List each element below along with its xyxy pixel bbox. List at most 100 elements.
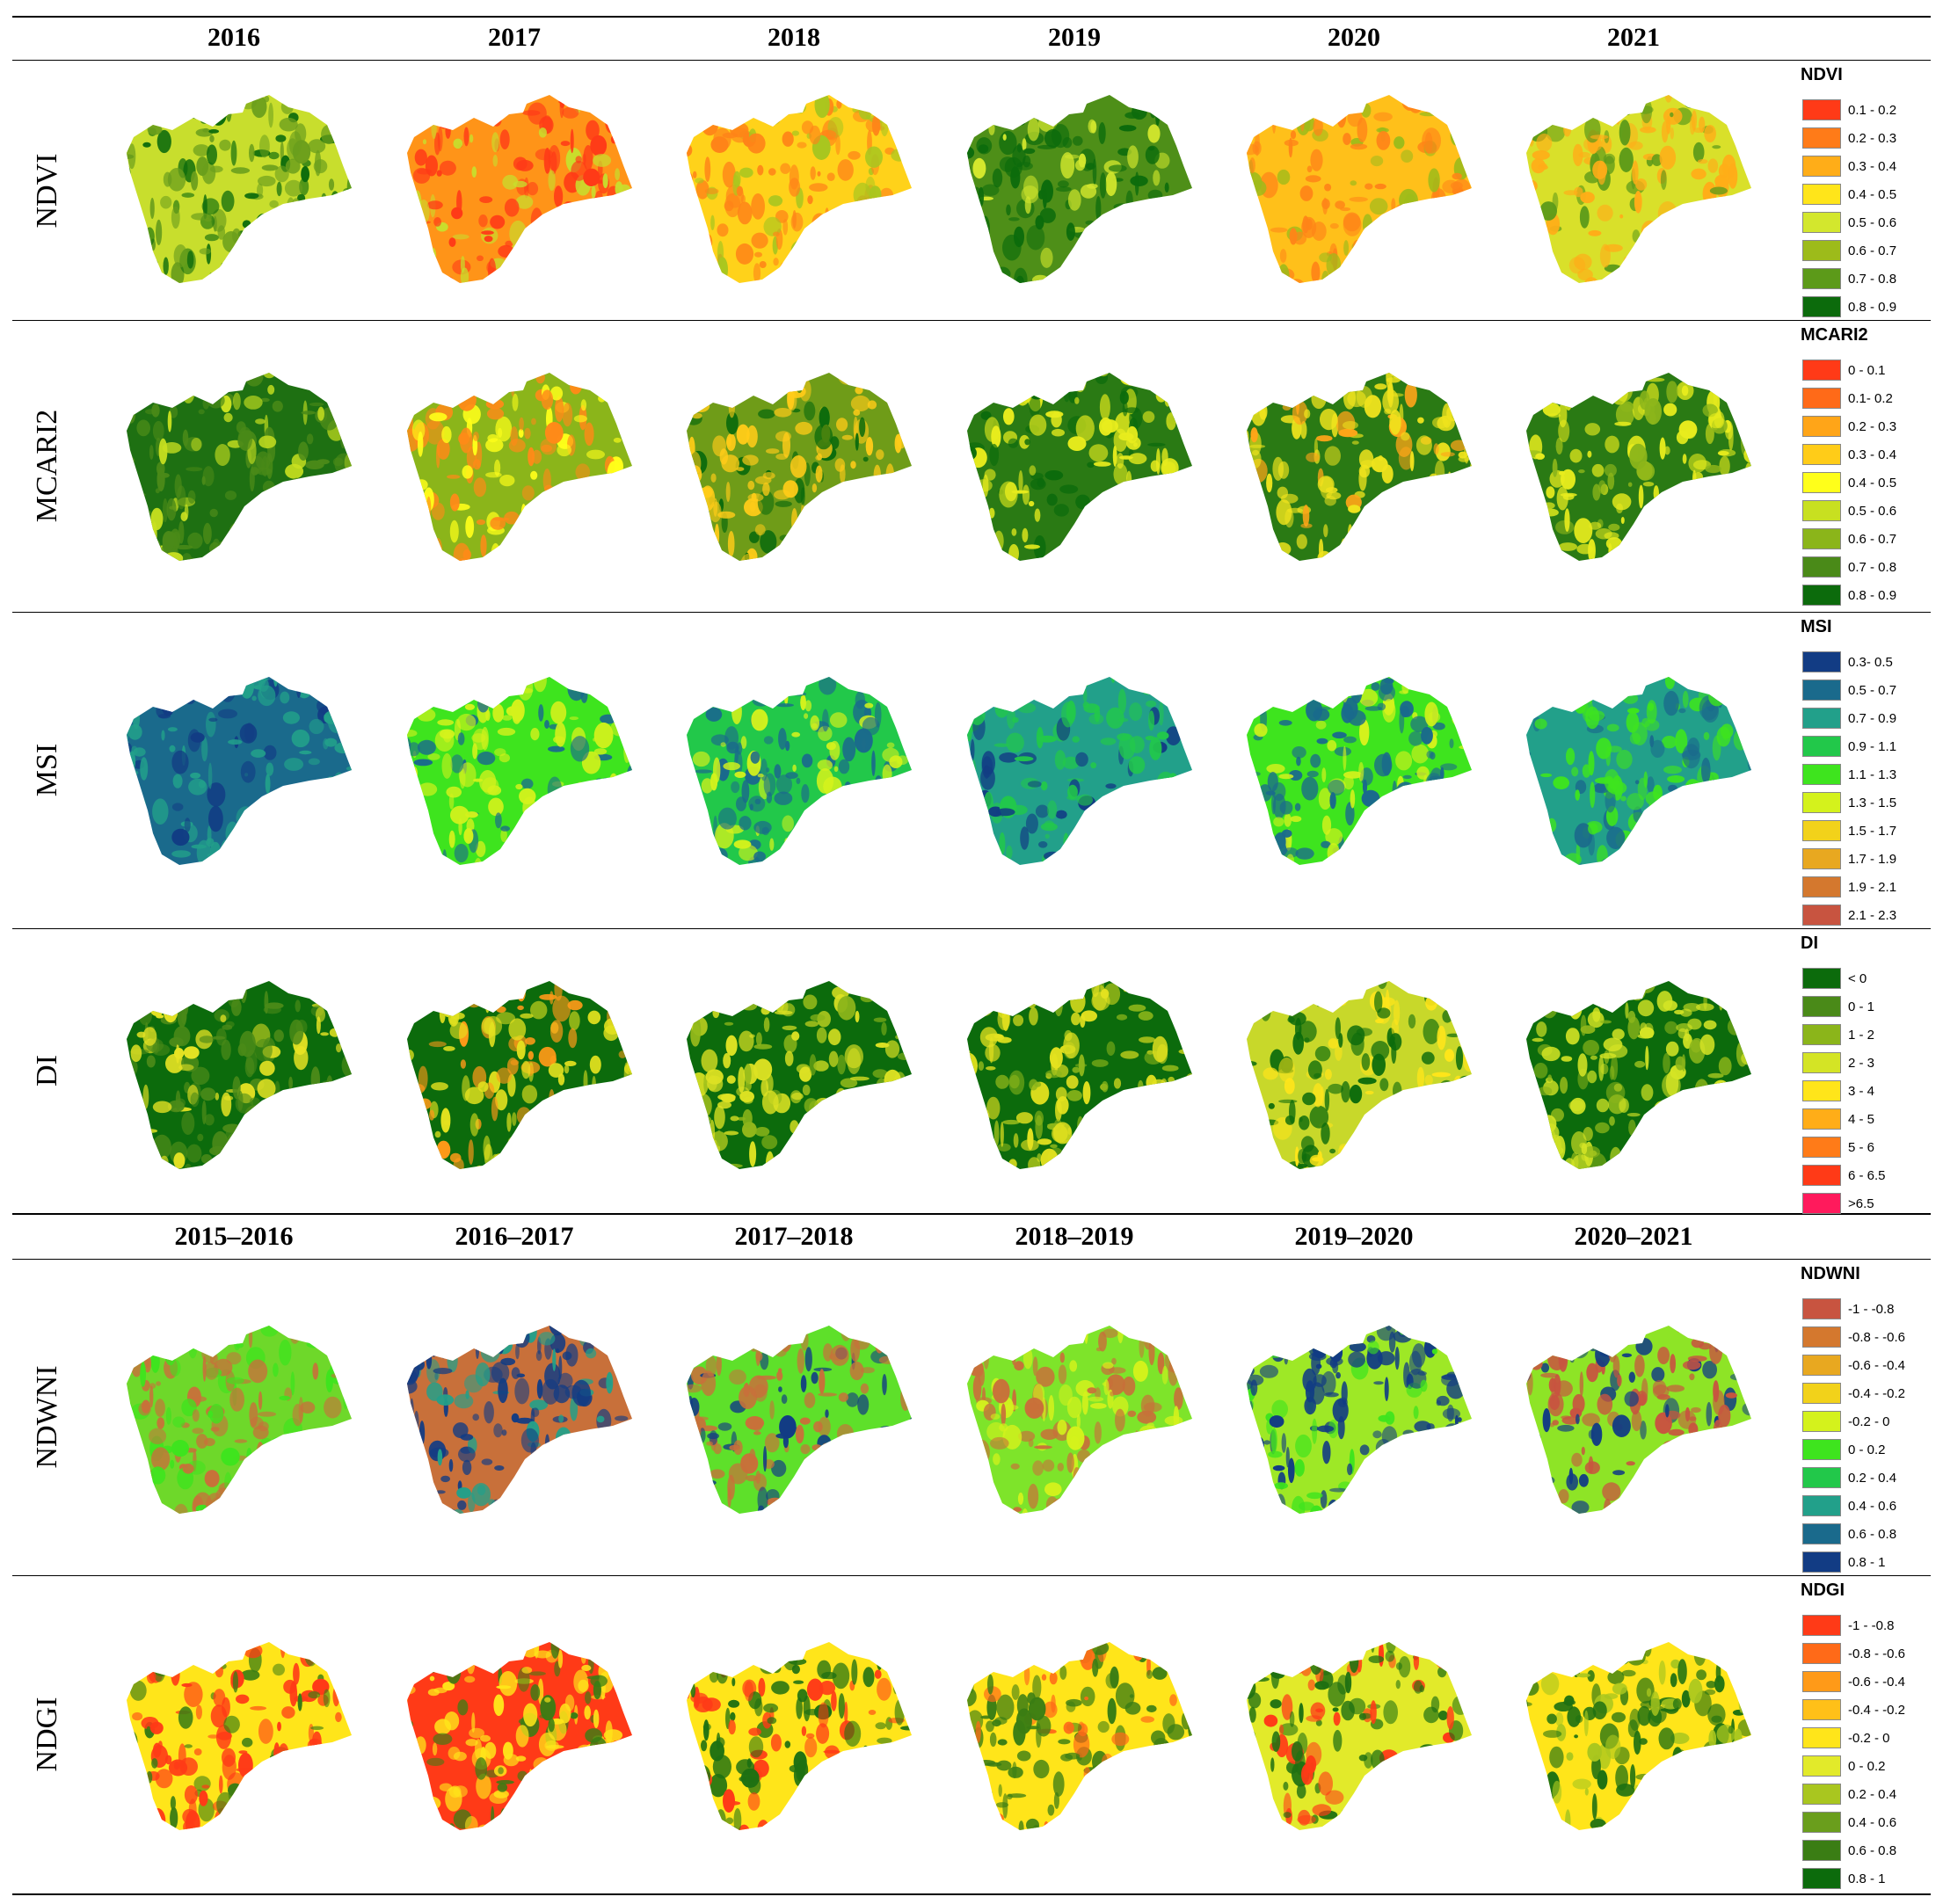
legend-swatch [1802,472,1841,493]
legend-item: 0.3- 0.5 [1802,650,1893,673]
legend-label: 1.7 - 1.9 [1848,851,1897,867]
row-label-ndvi: NDVI [31,153,63,229]
legend-label: >6.5 [1848,1195,1874,1211]
legend-item: 0.6 - 0.8 [1802,1522,1896,1545]
legend-item: 0 - 0.2 [1802,1755,1886,1777]
map-mcari2-5 [1526,373,1751,561]
legend-item: 0.6 - 0.7 [1802,239,1896,262]
legend-item: 0.9 - 1.1 [1802,735,1896,758]
legend-swatch [1802,1643,1841,1664]
legend-swatch [1802,1298,1841,1319]
map-msi-0 [127,677,352,865]
legend-item: 0.8 - 1 [1802,1551,1886,1573]
legend-title: NDWNI [1801,1264,1860,1283]
legend-swatch [1802,416,1841,437]
legend-swatch [1802,585,1841,606]
legend-label: -0.2 - 0 [1848,1730,1890,1746]
legend-item: -0.8 - -0.6 [1802,1326,1905,1348]
year-header-0: 2016 [207,23,260,52]
row-divider [12,928,1931,929]
legend-swatch [1802,99,1841,120]
legend-item: 0.8 - 1 [1802,1867,1886,1890]
row-label-di: DI [31,1055,63,1086]
legend-item: 0.8 - 0.9 [1802,584,1896,607]
map-ndwni-4 [1247,1326,1472,1514]
legend-swatch [1802,296,1841,317]
legend-item: 1.7 - 1.9 [1802,847,1896,870]
legend-label: 1.9 - 2.1 [1848,879,1897,895]
legend-label: 1.1 - 1.3 [1848,767,1897,782]
map-ndgi-3 [967,1642,1192,1830]
legend-item: 0 - 1 [1802,995,1874,1018]
legend-swatch [1802,1615,1841,1636]
legend-swatch [1802,1193,1841,1214]
legend-label: 1.3 - 1.5 [1848,795,1897,810]
legend-swatch [1802,1326,1841,1348]
legend-label: 0.6 - 0.7 [1848,243,1897,258]
legend-label: 0.1- 0.2 [1848,390,1893,406]
legend-swatch [1802,1080,1841,1101]
legend-item: 0.4 - 0.6 [1802,1811,1896,1834]
legend-title: NDVI [1801,65,1843,84]
legend-label: 0.5 - 0.6 [1848,214,1897,230]
legend-swatch [1802,1383,1841,1404]
legend-swatch [1802,848,1841,869]
header-rule [12,60,1931,61]
legend-item: -0.4 - -0.2 [1802,1698,1905,1721]
legend-label: 0.1 - 0.2 [1848,102,1897,118]
legend-label: 0.7 - 0.8 [1848,271,1897,287]
map-ndwni-5 [1526,1326,1751,1514]
row-divider [12,320,1931,321]
row-divider [12,612,1931,613]
legend-label: 0.3- 0.5 [1848,654,1893,670]
map-ndvi-3 [967,95,1192,283]
legend-label: 0.3 - 0.4 [1848,158,1897,174]
legend-title: DI [1801,934,1818,953]
legend-item: 0.5 - 0.6 [1802,499,1896,522]
legend-item: 1.1 - 1.3 [1802,763,1896,786]
legend-item: 0.1- 0.2 [1802,387,1893,410]
legend-label: 0.5 - 0.7 [1848,682,1897,698]
legend-item: 1 - 2 [1802,1023,1874,1046]
period-header-1: 2016–2017 [455,1222,574,1251]
legend-label: 0.2 - 0.3 [1848,130,1897,146]
legend-item: 0.5 - 0.7 [1802,679,1896,701]
row-label-mcari2: MCARI2 [31,409,63,523]
legend-label: 0.4 - 0.6 [1848,1498,1897,1514]
legend-swatch [1802,1671,1841,1692]
legend-item: 1.5 - 1.7 [1802,819,1896,842]
map-ndgi-4 [1247,1642,1472,1830]
legend-item: 2 - 3 [1802,1051,1874,1074]
legend-label: -0.4 - -0.2 [1848,1702,1906,1718]
legend-item: 0.5 - 0.6 [1802,211,1896,234]
legend-label: 0.6 - 0.8 [1848,1842,1897,1858]
map-msi-4 [1247,677,1472,865]
legend-item: 0.3 - 0.4 [1802,155,1896,178]
map-mcari2-1 [407,373,632,561]
map-ndgi-1 [407,1642,632,1830]
legend-swatch [1802,1868,1841,1889]
row-label-msi: MSI [31,743,63,797]
year-header-1: 2017 [488,23,541,52]
map-mcari2-4 [1247,373,1472,561]
legend-swatch [1802,996,1841,1017]
section-divider [12,1213,1931,1215]
legend-label: 0.5 - 0.6 [1848,503,1897,519]
period-header-5: 2020–2021 [1574,1222,1693,1251]
legend-item: -0.2 - 0 [1802,1726,1890,1749]
legend-label: 0.2 - 0.4 [1848,1786,1897,1802]
legend-swatch [1802,212,1841,233]
legend-label: 0 - 0.2 [1848,1758,1886,1774]
map-ndvi-2 [687,95,912,283]
legend-label: -1 - -0.8 [1848,1617,1895,1633]
legend-swatch [1802,905,1841,926]
legend-label: 0.7 - 0.9 [1848,710,1897,726]
legend-item: -0.6 - -0.4 [1802,1354,1905,1377]
legend-item: 3 - 4 [1802,1079,1874,1102]
map-ndwni-0 [127,1326,352,1514]
legend-item: 0.3 - 0.4 [1802,443,1896,466]
legend-swatch [1802,968,1841,989]
legend-item: 5 - 6 [1802,1136,1874,1159]
legend-label: 0.4 - 0.5 [1848,475,1897,491]
year-header-3: 2019 [1048,23,1101,52]
